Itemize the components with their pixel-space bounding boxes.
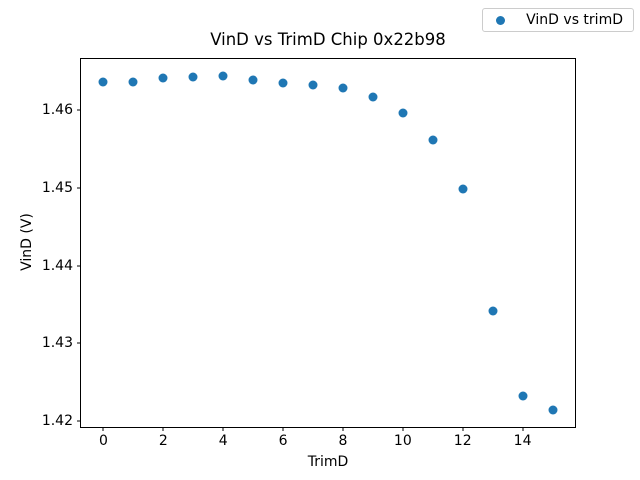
x-tick-label: 8 bbox=[338, 433, 348, 449]
y-tick-label: 1.42 bbox=[41, 413, 73, 430]
y-tick-label: 1.45 bbox=[41, 179, 73, 196]
x-tick-label: 0 bbox=[98, 433, 108, 449]
x-tick-mark bbox=[102, 427, 104, 431]
y-tick-mark bbox=[77, 109, 81, 111]
y-tick-mark bbox=[77, 265, 81, 267]
x-tick-mark bbox=[222, 427, 224, 431]
y-tick-label: 1.43 bbox=[41, 335, 73, 352]
data-point bbox=[428, 135, 438, 145]
x-tick-mark bbox=[282, 427, 284, 431]
x-tick-label: 10 bbox=[393, 433, 412, 449]
legend: VinD vs trimD bbox=[482, 8, 634, 32]
data-point bbox=[458, 184, 468, 194]
y-tick-label: 1.46 bbox=[41, 101, 73, 118]
data-point bbox=[548, 405, 558, 415]
x-tick-mark bbox=[522, 427, 524, 431]
data-point bbox=[398, 108, 408, 118]
x-tick-mark bbox=[402, 427, 404, 431]
data-point bbox=[98, 77, 108, 87]
y-axis-label: VinD (V) bbox=[19, 213, 35, 271]
y-tick-mark bbox=[77, 342, 81, 344]
x-tick-mark bbox=[342, 427, 344, 431]
x-tick-label: 12 bbox=[453, 433, 472, 449]
data-point bbox=[278, 78, 288, 88]
y-tick-mark bbox=[77, 420, 81, 422]
data-point bbox=[128, 77, 138, 87]
x-tick-label: 4 bbox=[218, 433, 228, 449]
data-point bbox=[308, 80, 318, 90]
data-point bbox=[518, 391, 528, 401]
scatter-marker-icon bbox=[496, 15, 506, 25]
data-point bbox=[248, 75, 258, 85]
x-tick-label: 14 bbox=[513, 433, 532, 449]
x-tick-label: 6 bbox=[278, 433, 288, 449]
data-point bbox=[218, 71, 228, 81]
data-point bbox=[158, 73, 168, 83]
data-point bbox=[488, 306, 498, 316]
legend-label: VinD vs trimD bbox=[526, 12, 623, 28]
x-tick-label: 2 bbox=[158, 433, 168, 449]
chart-title: VinD vs TrimD Chip 0x22b98 bbox=[210, 30, 446, 49]
data-point bbox=[188, 72, 198, 81]
y-tick-mark bbox=[77, 187, 81, 189]
x-tick-mark bbox=[162, 427, 164, 431]
data-point bbox=[338, 83, 348, 93]
y-tick-label: 1.44 bbox=[41, 257, 73, 274]
x-axis-label: TrimD bbox=[307, 454, 349, 470]
x-tick-mark bbox=[462, 427, 464, 431]
axes: 0 2 4 6 8 10 12 14 1.42 1.43 1.44 1.45 1.46 bbox=[42, 58, 576, 448]
data-point bbox=[368, 92, 378, 102]
